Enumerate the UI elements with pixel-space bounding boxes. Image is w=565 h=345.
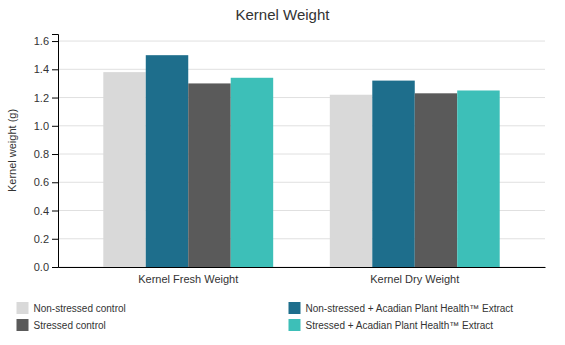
legend-item: Stressed + Acadian Plant Health™ Extract [289, 319, 494, 331]
tick: Kernel Fresh Weight [138, 273, 238, 285]
tick-label: 0.2 [34, 233, 49, 245]
tick-label: 0.8 [34, 148, 49, 160]
legend-label: Non-stressed control [34, 303, 126, 314]
tick-mark [52, 126, 58, 127]
legend-swatch [17, 319, 29, 331]
tick: 0.4 [34, 205, 58, 217]
bar [330, 95, 372, 267]
tick-label: 1.0 [34, 120, 49, 132]
bar [457, 90, 499, 267]
axis-line [59, 267, 546, 268]
legend: Non-stressed control Non-stressed + Acadi… [17, 302, 514, 331]
tick-mark [52, 267, 58, 268]
tick-label: 0.0 [34, 261, 49, 273]
tick-mark [52, 98, 58, 99]
legend-label: Non-stressed + Acadian Plant Health™ Ext… [306, 303, 514, 314]
plot: 0.0 0.2 0.4 0.6 0.8 1.0 1.2 1.4 1.6 Kernel Fresh … [34, 35, 546, 285]
legend-label: Stressed + Acadian Plant Health™ Extract [306, 320, 494, 331]
tick-label: 1.6 [34, 35, 49, 47]
bar [231, 78, 273, 267]
legend-item: Non-stressed control [17, 302, 126, 314]
tick-label: 0.6 [34, 176, 49, 188]
grid-line [58, 41, 545, 42]
tick-mark [52, 182, 58, 183]
tick-mark [52, 154, 58, 155]
grid-line [58, 69, 545, 70]
tick-label: 1.4 [34, 63, 49, 75]
legend-swatch [289, 302, 301, 314]
bar [103, 72, 145, 267]
x-axis: Kernel Fresh Weight Kernel Dry Weight [59, 268, 546, 285]
legend-swatch [17, 302, 29, 314]
tick: 0.0 [34, 261, 58, 273]
y-axis: 0.0 0.2 0.4 0.6 0.8 1.0 1.2 1.4 1.6 [34, 35, 59, 274]
tick-label: 1.2 [34, 92, 49, 104]
grid [58, 41, 545, 267]
tick-label: Kernel Dry Weight [370, 273, 459, 285]
y-axis-title: Kernel weight (g) [6, 109, 18, 192]
bar [188, 83, 230, 267]
axis-line [52, 35, 59, 268]
tick: 0.8 [34, 148, 58, 160]
title: Kernel Weight [236, 6, 331, 23]
tick-label: 0.4 [34, 205, 49, 217]
bars [103, 55, 499, 267]
bar [372, 81, 414, 267]
tick-mark [52, 239, 58, 240]
bar [415, 93, 457, 267]
tick: 0.2 [34, 233, 58, 245]
bar [146, 55, 188, 267]
legend-label: Stressed control [34, 320, 106, 331]
tick-mark [52, 69, 58, 70]
tick: 0.6 [34, 176, 58, 188]
legend-item: Non-stressed + Acadian Plant Health™ Ext… [289, 302, 514, 314]
tick-mark [52, 41, 58, 42]
tick: 1.6 [34, 35, 58, 47]
tick-mark [52, 211, 58, 212]
legend-swatch [289, 319, 301, 331]
chart: Kernel Weight 0.0 0.2 0.4 0.6 0.8 1.0 1.2 1.4 1.6… [0, 0, 565, 345]
tick: Kernel Dry Weight [370, 273, 459, 285]
legend-item: Stressed control [17, 319, 106, 331]
tick: 1.0 [34, 120, 58, 132]
tick: 1.2 [34, 92, 58, 104]
tick: 1.4 [34, 63, 58, 75]
tick-label: Kernel Fresh Weight [138, 273, 238, 285]
